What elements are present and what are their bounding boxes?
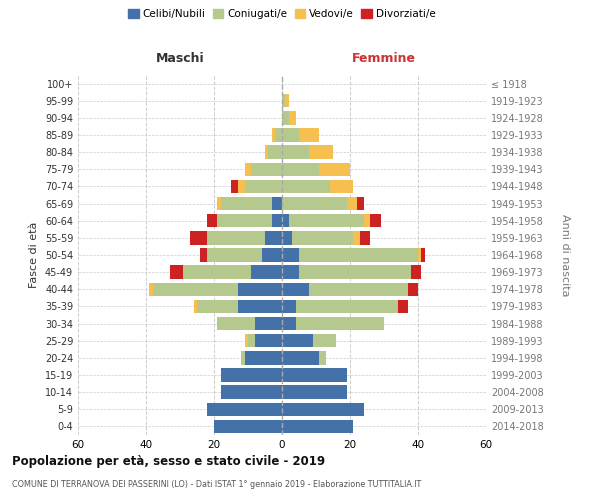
Bar bbox=[286, 94, 289, 108]
Bar bbox=[289, 214, 364, 228]
Bar bbox=[282, 282, 309, 296]
Bar bbox=[197, 300, 238, 313]
Bar bbox=[184, 266, 251, 279]
Bar bbox=[221, 368, 282, 382]
Bar bbox=[282, 386, 347, 399]
Bar bbox=[272, 128, 275, 141]
Bar bbox=[282, 351, 319, 364]
Bar bbox=[200, 248, 207, 262]
Bar bbox=[282, 162, 319, 176]
Bar bbox=[411, 266, 421, 279]
Text: Maschi: Maschi bbox=[155, 52, 205, 65]
Bar bbox=[238, 300, 282, 313]
Bar bbox=[248, 334, 255, 347]
Bar bbox=[329, 180, 353, 193]
Text: COMUNE DI TERRANOVA DEI PASSERINI (LO) - Dati ISTAT 1° gennaio 2019 - Elaborazio: COMUNE DI TERRANOVA DEI PASSERINI (LO) -… bbox=[12, 480, 421, 489]
Bar bbox=[282, 334, 313, 347]
Bar bbox=[421, 248, 425, 262]
Bar bbox=[282, 317, 296, 330]
Bar bbox=[221, 386, 282, 399]
Bar bbox=[231, 180, 238, 193]
Bar bbox=[319, 351, 326, 364]
Bar bbox=[296, 300, 398, 313]
Bar bbox=[245, 162, 251, 176]
Bar bbox=[268, 146, 282, 159]
Bar bbox=[289, 111, 296, 124]
Bar bbox=[214, 420, 282, 433]
Bar bbox=[299, 128, 319, 141]
Bar bbox=[319, 162, 350, 176]
Bar bbox=[245, 180, 282, 193]
Bar bbox=[170, 266, 184, 279]
Bar bbox=[282, 214, 289, 228]
Bar bbox=[418, 248, 421, 262]
Bar bbox=[370, 214, 380, 228]
Bar bbox=[282, 231, 292, 244]
Bar bbox=[398, 300, 408, 313]
Bar bbox=[275, 128, 282, 141]
Bar bbox=[194, 300, 197, 313]
Bar bbox=[292, 231, 353, 244]
Bar bbox=[296, 317, 384, 330]
Bar bbox=[299, 266, 411, 279]
Bar bbox=[262, 248, 282, 262]
Bar bbox=[364, 214, 370, 228]
Y-axis label: Anni di nascita: Anni di nascita bbox=[560, 214, 570, 296]
Bar bbox=[282, 368, 347, 382]
Bar bbox=[282, 128, 299, 141]
Bar bbox=[265, 146, 268, 159]
Bar bbox=[360, 231, 370, 244]
Bar bbox=[282, 197, 347, 210]
Bar bbox=[238, 180, 245, 193]
Bar bbox=[221, 197, 272, 210]
Bar bbox=[282, 248, 299, 262]
Y-axis label: Fasce di età: Fasce di età bbox=[29, 222, 39, 288]
Bar bbox=[313, 334, 337, 347]
Bar bbox=[299, 248, 418, 262]
Bar bbox=[255, 317, 282, 330]
Bar bbox=[217, 197, 221, 210]
Bar bbox=[309, 282, 408, 296]
Bar bbox=[282, 300, 296, 313]
Bar bbox=[353, 231, 360, 244]
Bar bbox=[282, 180, 329, 193]
Text: Popolazione per età, sesso e stato civile - 2019: Popolazione per età, sesso e stato civil… bbox=[12, 455, 325, 468]
Bar bbox=[357, 197, 364, 210]
Bar bbox=[282, 402, 364, 416]
Bar bbox=[255, 334, 282, 347]
Bar bbox=[282, 111, 289, 124]
Bar bbox=[207, 231, 265, 244]
Text: Femmine: Femmine bbox=[352, 52, 416, 65]
Bar bbox=[272, 197, 282, 210]
Bar bbox=[309, 146, 333, 159]
Bar bbox=[153, 282, 238, 296]
Bar bbox=[408, 282, 418, 296]
Bar bbox=[245, 351, 282, 364]
Bar bbox=[347, 197, 357, 210]
Bar bbox=[251, 266, 282, 279]
Bar bbox=[149, 282, 153, 296]
Bar bbox=[282, 94, 286, 108]
Legend: Celibi/Nubili, Coniugati/e, Vedovi/e, Divorziati/e: Celibi/Nubili, Coniugati/e, Vedovi/e, Di… bbox=[124, 5, 440, 24]
Bar bbox=[207, 214, 217, 228]
Bar bbox=[251, 162, 282, 176]
Bar bbox=[238, 282, 282, 296]
Bar bbox=[241, 351, 245, 364]
Bar bbox=[282, 146, 309, 159]
Bar bbox=[272, 214, 282, 228]
Bar bbox=[190, 231, 207, 244]
Bar bbox=[217, 214, 272, 228]
Bar bbox=[282, 420, 353, 433]
Bar bbox=[282, 266, 299, 279]
Bar bbox=[245, 334, 248, 347]
Bar bbox=[207, 248, 262, 262]
Bar bbox=[207, 402, 282, 416]
Bar bbox=[217, 317, 255, 330]
Bar bbox=[265, 231, 282, 244]
